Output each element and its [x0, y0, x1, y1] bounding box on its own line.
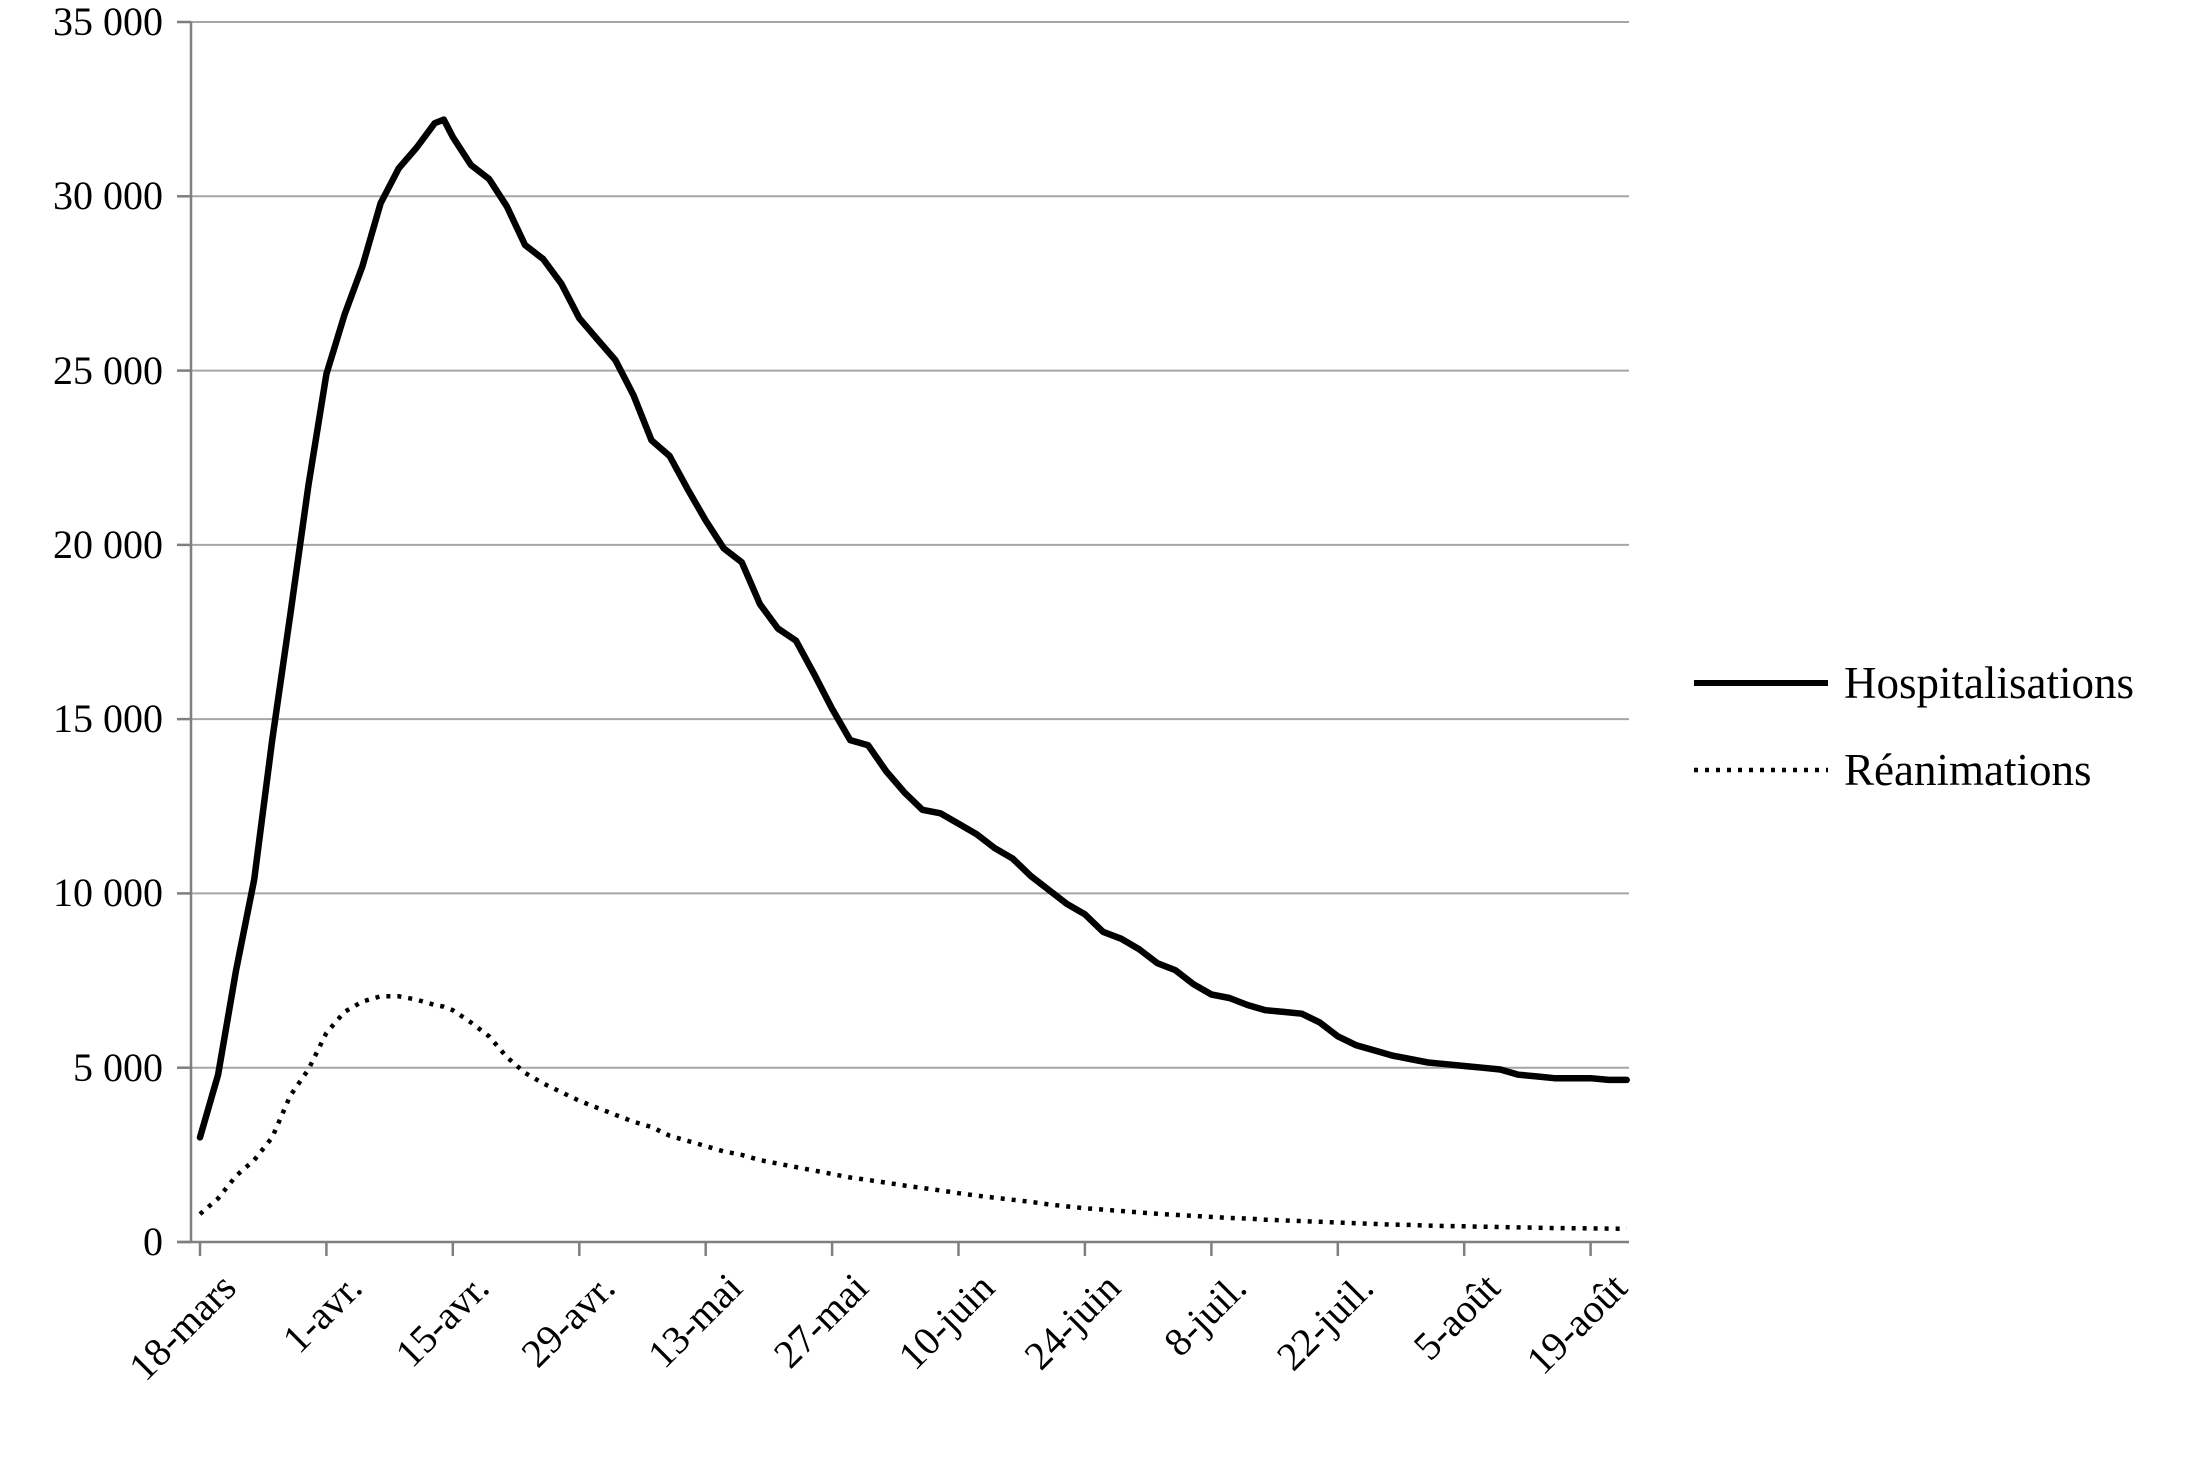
y-tick-label: 25 000 — [53, 348, 163, 393]
legend-label-hospitalisations: Hospitalisations — [1844, 658, 2134, 708]
y-tick-label: 20 000 — [53, 522, 163, 567]
y-tick-label: 30 000 — [53, 173, 163, 218]
legend-item-hospitalisations: Hospitalisations — [1694, 655, 2134, 711]
legend-item-reanimations: Réanimations — [1694, 742, 2134, 798]
y-tick-label: 15 000 — [53, 696, 163, 741]
y-tick-label: 5 000 — [73, 1045, 163, 1090]
dotted-line-swatch-icon — [1694, 767, 1828, 773]
legend: Hospitalisations Réanimations — [1694, 655, 2134, 798]
y-tick-label: 0 — [143, 1219, 163, 1264]
legend-label-reanimations: Réanimations — [1844, 745, 2092, 795]
y-tick-label: 10 000 — [53, 870, 163, 915]
reanimations-line — [198, 994, 1627, 1232]
y-tick-label: 35 000 — [53, 0, 163, 44]
solid-line-swatch-icon — [1694, 680, 1828, 686]
hospitalisations-line — [196, 116, 1630, 1141]
